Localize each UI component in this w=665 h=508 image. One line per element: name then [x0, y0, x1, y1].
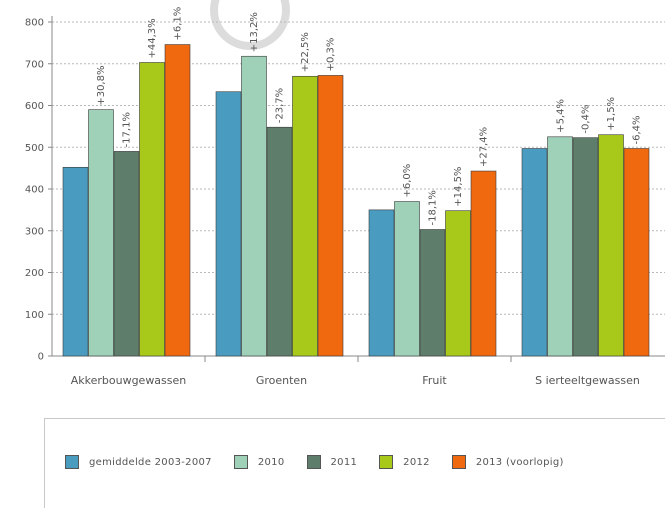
data-label: -23,7% — [275, 88, 286, 123]
bar — [139, 62, 165, 357]
data-label: -6,4% — [632, 115, 643, 144]
category-label: Groenten — [256, 374, 307, 387]
bar — [88, 109, 114, 357]
legend-swatch — [451, 455, 466, 469]
legend: gemiddelde 2003-2007 2010 2011 2012 2013 (vo… — [44, 418, 665, 508]
legend-item: 2010 — [233, 455, 285, 469]
data-label: +5,4% — [555, 99, 566, 133]
legend-swatch — [65, 455, 79, 469]
data-label: +30,8% — [96, 66, 107, 106]
legend-swatch — [379, 455, 394, 469]
bar — [317, 75, 344, 357]
y-tick-label: 100 — [25, 310, 44, 321]
bar — [394, 201, 420, 357]
bar — [215, 91, 242, 357]
data-label: +13,2% — [249, 12, 260, 52]
y-tick-label: 500 — [25, 143, 44, 154]
bar — [521, 148, 548, 357]
data-label: -18,1% — [428, 190, 439, 225]
bar — [113, 151, 140, 357]
legend-items: gemiddelde 2003-2007 2010 2011 2012 2013 (vo… — [65, 455, 586, 469]
legend-label: 2010 — [257, 456, 285, 468]
legend-item: 2011 — [306, 455, 358, 469]
legend-label: gemiddelde 2003-2007 — [89, 456, 212, 468]
legend-item: 2013 (voorlopig) — [451, 455, 564, 469]
y-tick-label: 700 — [25, 59, 44, 70]
data-label: +1,5% — [606, 97, 617, 131]
bar — [241, 55, 267, 357]
y-tick-label: 600 — [25, 101, 44, 112]
data-label: +27,4% — [479, 127, 490, 167]
bar — [368, 209, 395, 357]
bar — [164, 44, 191, 357]
y-tick-label: 200 — [25, 268, 44, 279]
legend-label: 2013 (voorlopig) — [475, 456, 564, 468]
legend-item: gemiddelde 2003-2007 — [65, 455, 212, 469]
y-tick-label: 800 — [25, 18, 44, 29]
legend-label: 2011 — [330, 456, 358, 468]
legend-item: 2012 — [379, 455, 430, 469]
bar — [470, 170, 497, 357]
data-label: +14,5% — [453, 167, 464, 207]
y-tick-label: 400 — [25, 185, 44, 196]
bar — [598, 134, 624, 357]
bar — [623, 148, 650, 357]
data-label: +6,0% — [402, 164, 413, 198]
category-label: Akkerbouwgewassen — [71, 374, 187, 387]
bar — [572, 137, 599, 357]
data-label: -17,1% — [122, 112, 133, 147]
data-label: +6,1% — [173, 7, 184, 41]
bar — [419, 229, 446, 357]
data-label: -0,4% — [581, 105, 592, 134]
data-label: +0,3% — [326, 38, 337, 72]
y-tick-label: 300 — [25, 226, 44, 237]
bar-chart: 0 100 200 300 400 500 600 700 800 +30,8% -17,1% +44… — [25, 7, 665, 387]
category-label: Fruit — [422, 374, 447, 387]
bar — [62, 166, 89, 357]
data-label: +22,5% — [300, 32, 311, 72]
bar — [266, 126, 293, 357]
bar — [445, 210, 471, 357]
legend-swatch — [233, 455, 248, 469]
y-tick-label: 0 — [38, 352, 44, 363]
watermark-circle — [210, 0, 290, 50]
bar — [292, 75, 318, 357]
legend-label: 2012 — [403, 456, 430, 468]
bar — [547, 136, 573, 357]
category-label: S ierteeltgewassen — [535, 374, 640, 387]
data-label: +44,3% — [147, 18, 158, 58]
legend-swatch — [306, 455, 321, 469]
